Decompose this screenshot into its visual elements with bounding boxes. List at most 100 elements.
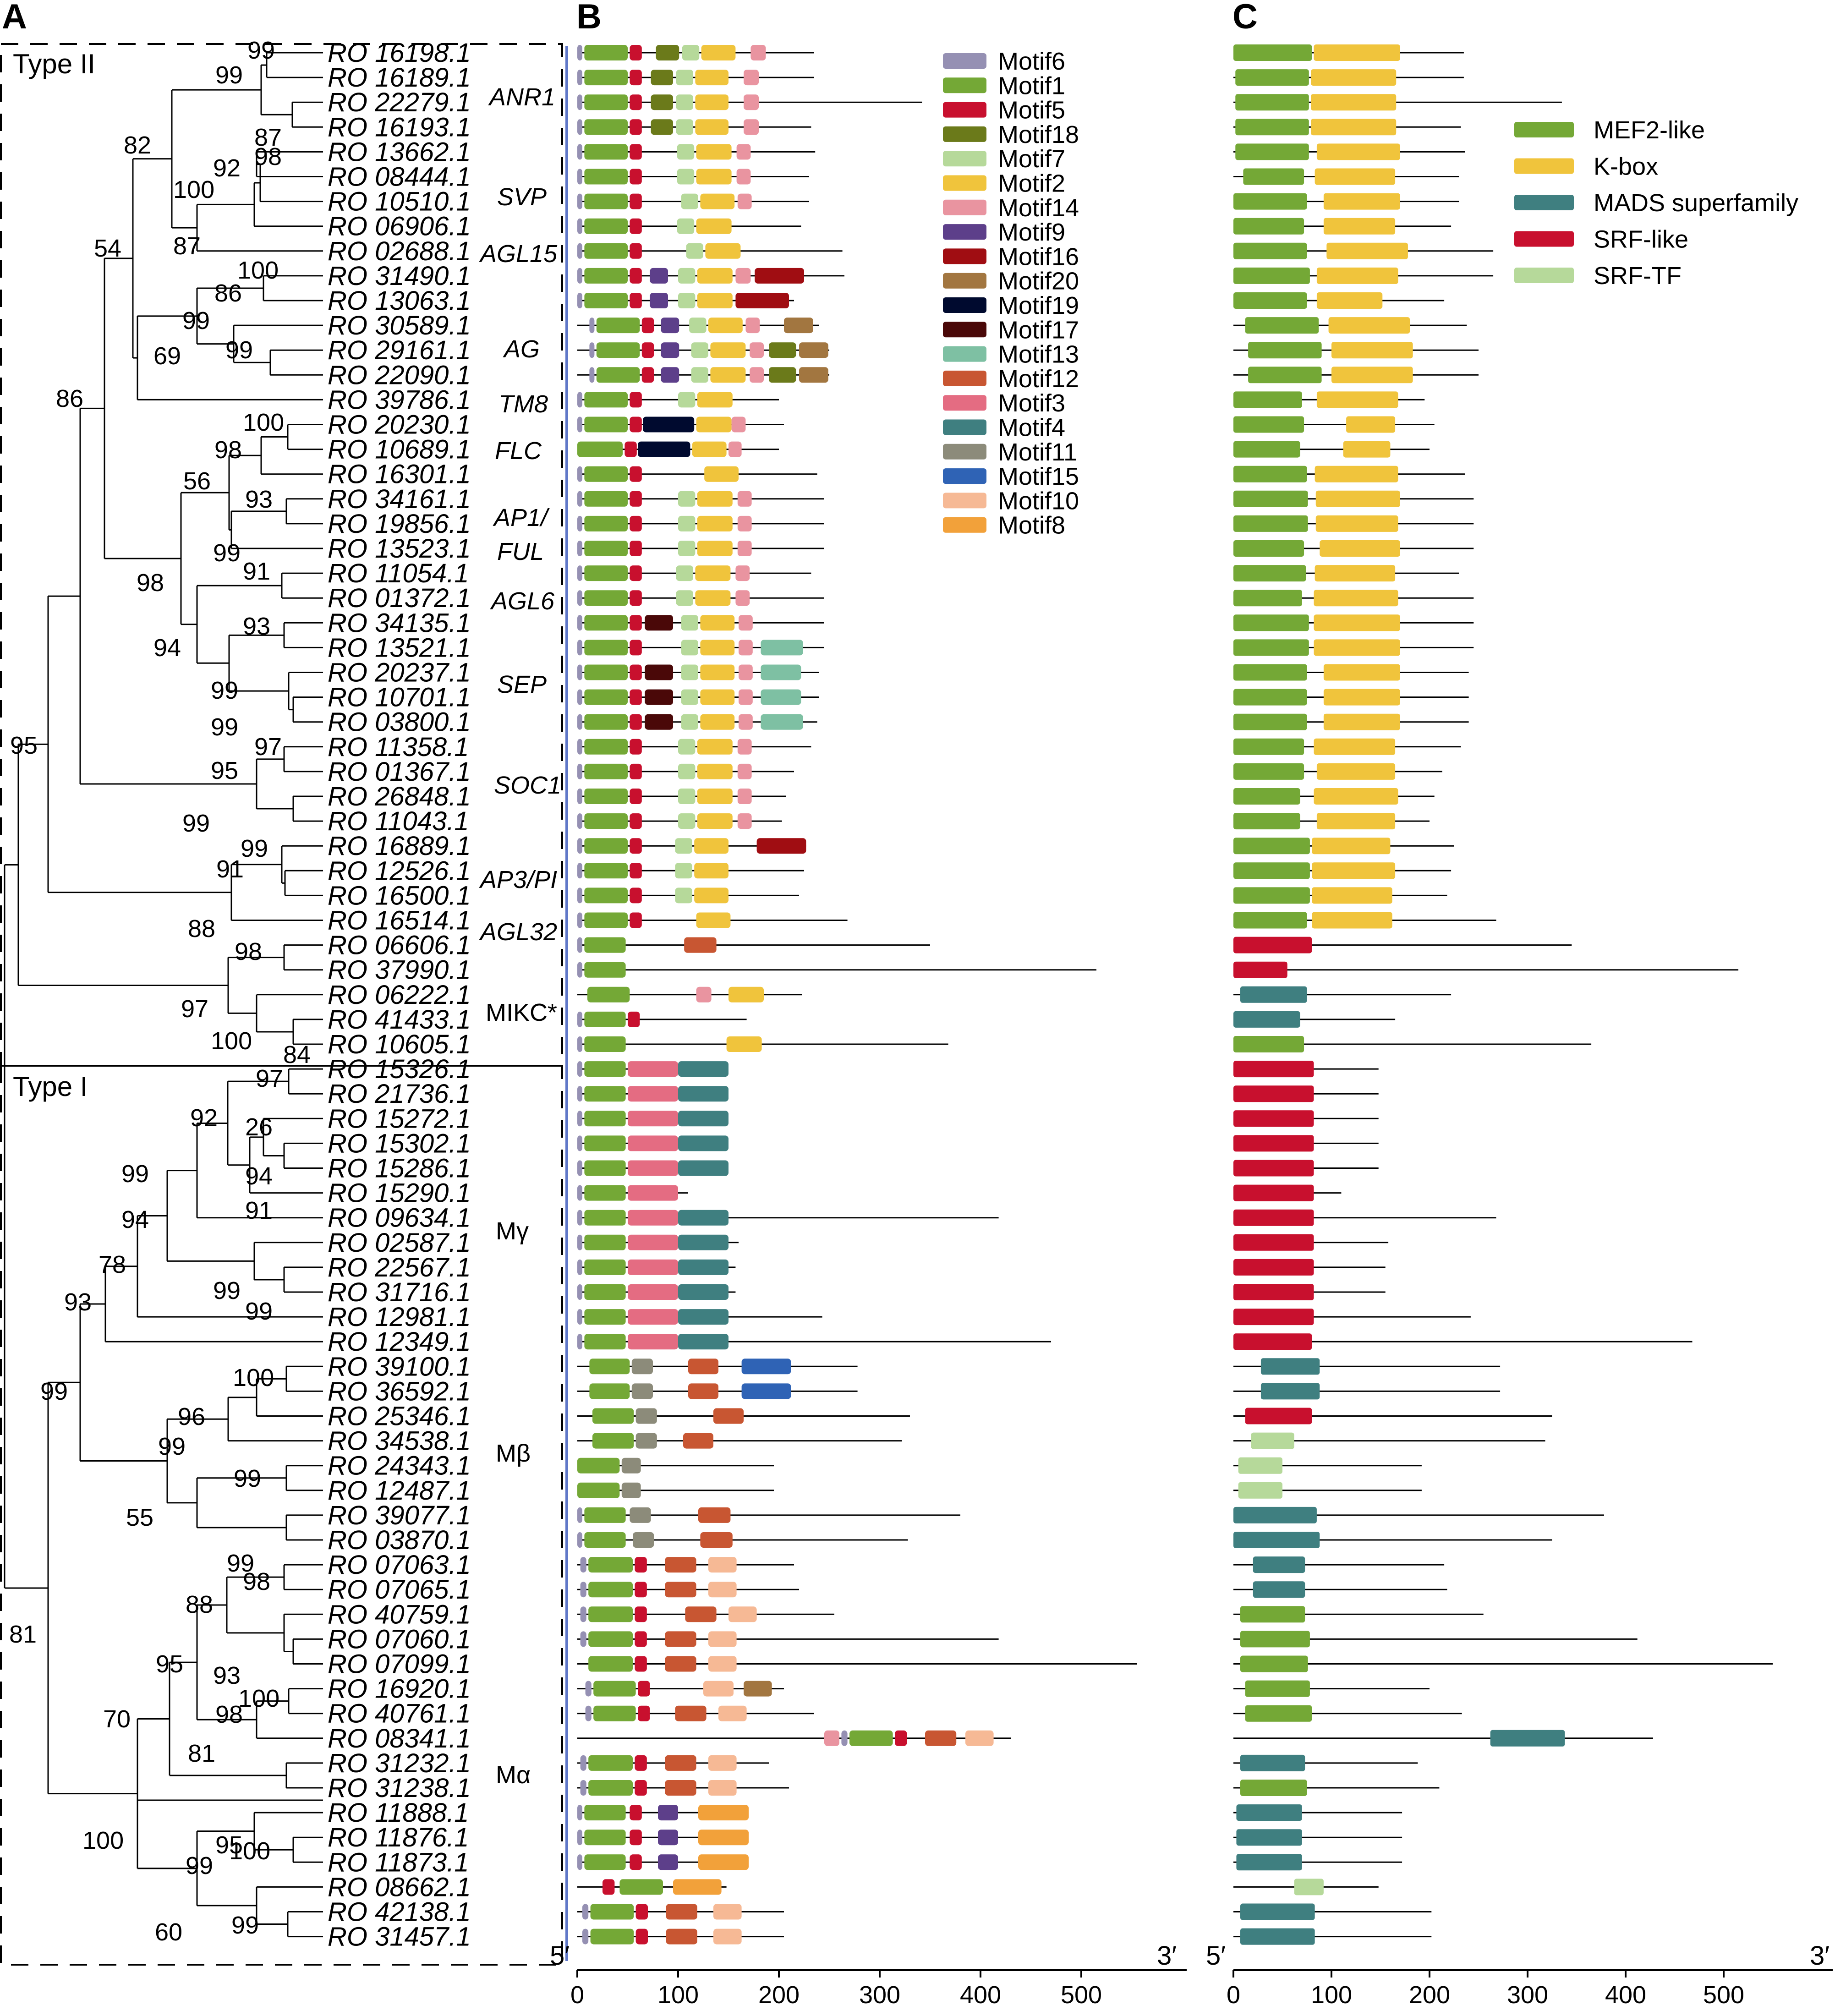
domain-block: [1235, 119, 1309, 136]
motif-block: [630, 789, 642, 804]
motif-block: [713, 1408, 744, 1424]
motif-block: [584, 1334, 626, 1350]
gene-label: RO 15272.1: [328, 1104, 471, 1134]
domain-block: [1240, 1780, 1307, 1796]
motif-block: [675, 838, 692, 854]
motif-block: [697, 293, 733, 308]
gene-label: RO 06906.1: [328, 212, 471, 241]
domain-block: [1312, 838, 1391, 855]
bootstrap-value: 99: [247, 37, 275, 64]
motif-block: [584, 565, 628, 581]
motif-block: [577, 1061, 582, 1077]
domain-block: [1233, 713, 1307, 730]
legend-label: Motif5: [998, 97, 1065, 124]
type-i-label: Type I: [13, 1071, 88, 1102]
motif-block: [708, 1557, 737, 1573]
gene-label: RO 10701.1: [328, 683, 471, 712]
motif-block: [696, 912, 731, 928]
legend-label: Motif2: [998, 170, 1065, 197]
motif-block: [638, 1681, 650, 1697]
motif-block: [750, 45, 766, 60]
motif-block: [585, 1705, 592, 1721]
motif-block: [681, 640, 698, 656]
motif-block: [630, 1854, 642, 1870]
gene-label: RO 39100.1: [328, 1352, 471, 1381]
motif-block: [631, 1383, 653, 1399]
bootstrap-value: 78: [99, 1251, 126, 1278]
motif-block: [741, 1359, 791, 1375]
bootstrap-value: 99: [231, 1912, 259, 1939]
motif-block: [584, 1259, 626, 1275]
motif-block: [678, 1061, 729, 1077]
axis-tick-label: 100: [657, 1981, 699, 2009]
gene-label: RO 15286.1: [328, 1154, 471, 1183]
motif-block: [729, 986, 764, 1003]
domain-block: [1233, 1259, 1314, 1276]
motif-block: [678, 293, 696, 308]
motif-block: [577, 1234, 582, 1250]
gene-label: RO 06606.1: [328, 931, 471, 960]
domain-block: [1260, 1358, 1320, 1375]
motif-block: [584, 1805, 626, 1821]
motif-block: [577, 962, 582, 978]
gene-label: RO 08662.1: [328, 1872, 471, 1902]
motif-block: [700, 640, 735, 656]
motif-block: [628, 1309, 678, 1325]
subfamily-label: AG: [503, 335, 540, 363]
gene-label: RO 10605.1: [328, 1030, 471, 1059]
motif-block: [588, 1606, 633, 1622]
motif-block: [580, 1557, 586, 1573]
motif-block: [577, 119, 582, 135]
motif-block: [630, 813, 642, 829]
motif-block: [645, 615, 673, 631]
domain-block: [1316, 143, 1400, 160]
domain-block: [1233, 862, 1310, 879]
domain-block: [1240, 1606, 1305, 1623]
motif-block: [592, 1408, 634, 1424]
bootstrap-value: 95: [211, 757, 238, 784]
subfamily-label: SOC1: [494, 772, 561, 799]
domain-block: [1233, 763, 1304, 780]
domain-legend: MEF2-like K-box MADS superfamily SRF-like SR…: [1514, 116, 1798, 290]
domain-block: [1233, 738, 1304, 755]
domain-block: [1236, 1829, 1302, 1846]
domain-block: [1343, 441, 1391, 458]
motif-block: [713, 1928, 742, 1945]
motif-block: [588, 1557, 633, 1573]
motif-block: [577, 789, 582, 804]
bootstrap-value: 95: [215, 1831, 243, 1859]
motif-block: [577, 1210, 582, 1226]
motif-block: [596, 367, 640, 383]
legend-label: Motif4: [998, 414, 1065, 442]
motif-block: [577, 689, 582, 705]
motif-block: [799, 342, 828, 358]
motif-block: [577, 565, 582, 581]
legend-swatch: [1514, 268, 1574, 283]
domain-block: [1314, 639, 1400, 656]
legend-label: Motif8: [998, 512, 1065, 539]
motif-block: [675, 863, 692, 879]
motif-block: [577, 640, 582, 656]
motif-block: [580, 1606, 586, 1622]
domain-block: [1233, 515, 1308, 532]
domain-block: [1251, 1432, 1294, 1449]
motif-block: [630, 590, 642, 606]
legend-swatch: [943, 224, 986, 240]
motif-block: [584, 1507, 626, 1523]
axis-end-label: 3′: [1157, 1941, 1177, 1971]
motif-block: [686, 243, 703, 259]
motif-block: [681, 615, 698, 631]
legend-swatch: [1514, 158, 1574, 174]
motif-block: [739, 640, 753, 656]
motif-block: [628, 1185, 678, 1201]
bootstrap-value: 94: [245, 1162, 273, 1190]
subfamily-label: AP1/: [493, 504, 550, 531]
gene-label: RO 16500.1: [328, 881, 471, 910]
legend-label: SRF-like: [1594, 226, 1688, 253]
motif-block: [739, 615, 753, 631]
motif-block: [694, 887, 729, 904]
motif-block: [577, 94, 582, 110]
motif-block: [635, 1755, 647, 1771]
gene-label: RO 36592.1: [328, 1376, 471, 1406]
